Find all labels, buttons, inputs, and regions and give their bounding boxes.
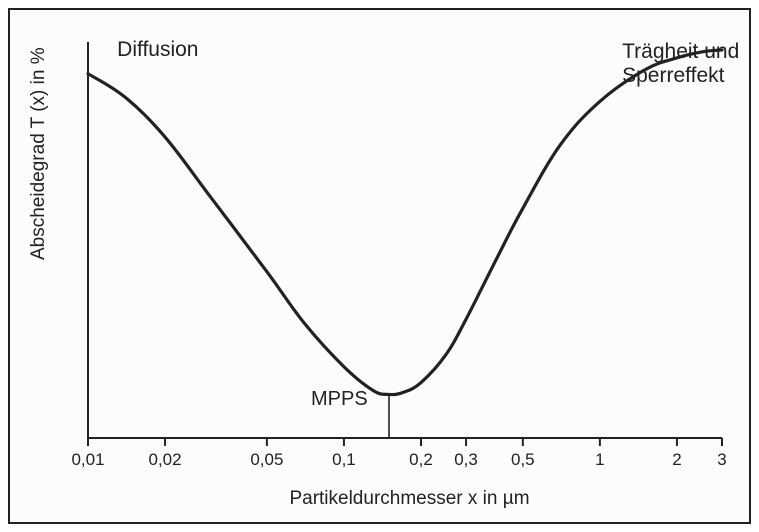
x-tick-label: 0,05 (250, 450, 283, 470)
x-tick-label: 0,3 (454, 450, 478, 470)
plot-area (86, 38, 726, 468)
x-tick-label: 0,2 (409, 450, 433, 470)
annotation-inertia-line1: Trägheit und (622, 40, 739, 64)
x-tick-label: 0,02 (148, 450, 181, 470)
x-tick-label: 2 (672, 450, 681, 470)
x-tick-label: 1 (595, 450, 604, 470)
annotation-mpps: MPPS (311, 388, 368, 411)
x-tick-label: 0,01 (71, 450, 104, 470)
chart-svg (86, 38, 726, 468)
annotation-inertia: Trägheit undSperreffekt (622, 40, 739, 88)
x-tick-label: 0,1 (332, 450, 356, 470)
x-tick-label: 3 (717, 450, 726, 470)
x-tick-label: 0,5 (511, 450, 535, 470)
chart-frame: Abscheidegrad T (x) in % 0,01 0,02 0,05 0,1… (8, 8, 751, 524)
x-axis-label: Partikeldurchmesser x in µm (10, 488, 749, 510)
axes (88, 42, 722, 438)
annotation-inertia-line2: Sperreffekt (622, 64, 739, 88)
y-axis-label: Abscheidegrad T (x) in % (28, 47, 50, 260)
annotation-diffusion: Diffusion (117, 38, 198, 62)
efficiency-curve (88, 50, 722, 395)
